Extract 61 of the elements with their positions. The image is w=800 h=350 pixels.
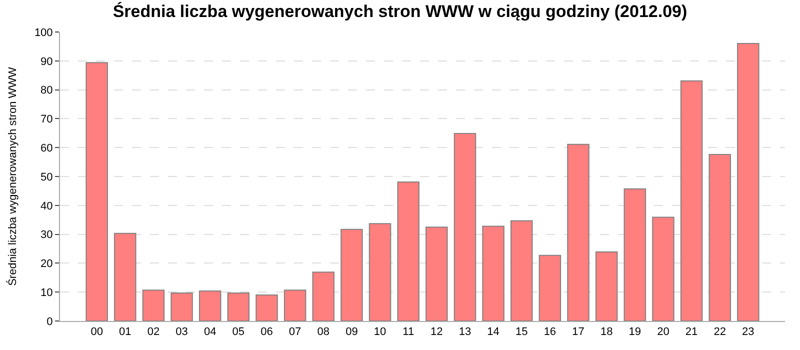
y-tick-label: 30 xyxy=(40,229,53,242)
y-axis-title: Średnia liczba wygenerowanych stron WWW xyxy=(6,66,20,286)
y-tick-label: 10 xyxy=(40,286,53,299)
bar xyxy=(142,290,165,321)
x-tick-label: 05 xyxy=(232,326,245,338)
x-tick-label: 19 xyxy=(628,326,642,338)
y-tick-label: 0 xyxy=(46,316,53,328)
chart-title: Średnia liczba wygenerowanych stron WWW w ciągu godziny (2012.09) xyxy=(112,1,688,22)
bar xyxy=(198,290,222,321)
y-tick-label: 90 xyxy=(40,56,53,68)
x-tick-label: 23 xyxy=(742,326,754,338)
bar xyxy=(86,62,108,321)
y-tick-label: 50 xyxy=(40,171,53,184)
bar xyxy=(652,216,674,321)
x-tick-label: 12 xyxy=(430,326,443,338)
bar xyxy=(680,80,703,321)
bar xyxy=(567,144,590,321)
x-tick-label: 17 xyxy=(572,326,584,338)
x-tick-label: 10 xyxy=(374,326,386,338)
y-tick-label: 40 xyxy=(40,200,53,212)
bar xyxy=(256,294,278,321)
x-tick-label: 00 xyxy=(90,326,103,338)
y-tick-label: 20 xyxy=(40,258,53,270)
x-tick-label: 16 xyxy=(544,326,556,338)
bar xyxy=(538,254,562,321)
bar xyxy=(227,292,250,321)
y-tick-label: 70 xyxy=(40,114,53,126)
bar xyxy=(737,43,760,321)
x-tick-label: 08 xyxy=(317,326,330,338)
bar xyxy=(482,226,504,321)
bar xyxy=(312,272,334,321)
y-tick-label: 100 xyxy=(34,26,53,39)
x-tick-label: 03 xyxy=(176,326,188,338)
x-tick-label: 01 xyxy=(119,326,132,338)
x-tick-label: 18 xyxy=(600,326,613,338)
bar xyxy=(340,228,363,321)
x-tick-label: 09 xyxy=(346,326,358,338)
x-tick-label: 11 xyxy=(402,326,414,338)
x-tick-label: 15 xyxy=(515,326,528,338)
x-tick-label: 04 xyxy=(204,326,216,338)
x-tick-label: 22 xyxy=(714,326,726,338)
x-tick-label: 21 xyxy=(685,326,698,338)
x-tick-label: 13 xyxy=(458,326,472,338)
bar xyxy=(170,292,193,321)
bar xyxy=(510,220,533,321)
bar xyxy=(397,181,420,321)
x-tick-label: 20 xyxy=(657,326,670,338)
bar xyxy=(426,226,448,321)
bar xyxy=(454,132,476,321)
y-tick-label: 60 xyxy=(40,142,53,154)
bar xyxy=(595,251,618,321)
bar xyxy=(284,290,306,321)
x-tick-label: 07 xyxy=(288,326,302,338)
x-tick-label: 06 xyxy=(260,326,273,338)
bar xyxy=(368,223,392,321)
x-tick-label: 02 xyxy=(147,326,160,338)
bar xyxy=(708,154,731,321)
bar xyxy=(114,232,136,321)
x-tick-label: 14 xyxy=(487,326,500,338)
bar xyxy=(624,188,646,321)
y-tick-label: 80 xyxy=(40,84,53,97)
